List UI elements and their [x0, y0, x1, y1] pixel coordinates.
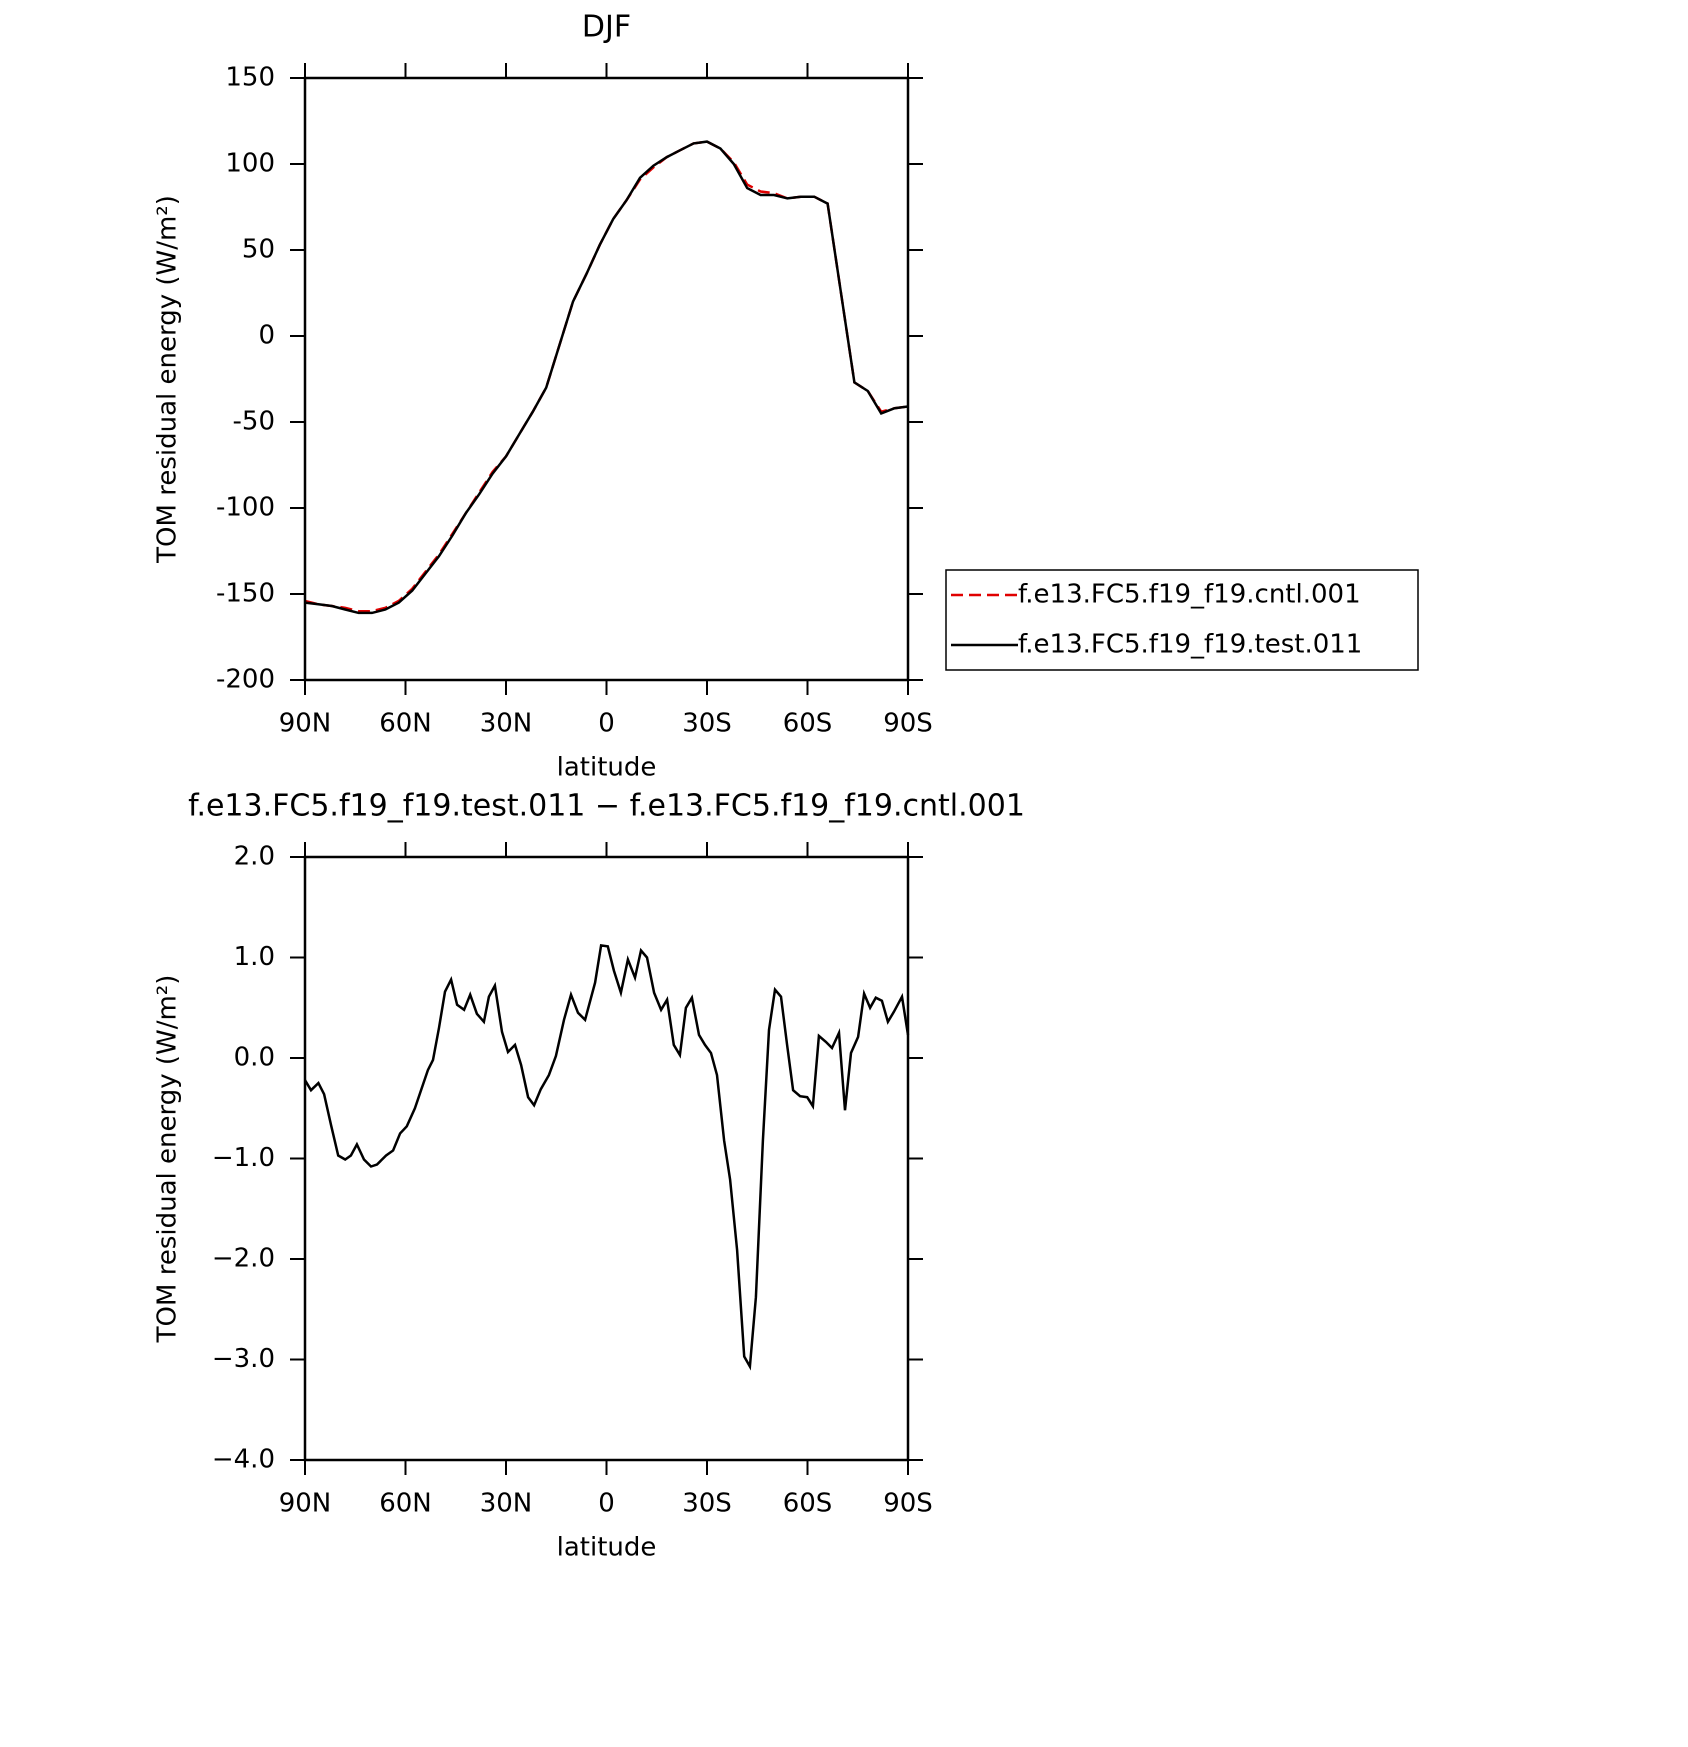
y-tick-label: −4.0 — [212, 1445, 275, 1475]
y-axis-label: TOM residual energy (W/m²) — [153, 975, 183, 1344]
x-tick-label: 90N — [279, 1489, 332, 1519]
y-tick-label: 2.0 — [234, 842, 275, 872]
y-tick-label: −3.0 — [212, 1344, 275, 1374]
x-tick-label: 30N — [480, 709, 533, 739]
plot-frame — [303, 855, 910, 1462]
x-tick-label: 90S — [883, 1489, 933, 1519]
y-tick-label: 100 — [225, 149, 275, 179]
x-axis-label: latitude — [557, 753, 657, 783]
y-tick-label: 0.0 — [234, 1043, 275, 1073]
chart-title: f.e13.FC5.f19_f19.test.011 − f.e13.FC5.f… — [188, 789, 1025, 824]
y-tick-label: 50 — [242, 235, 275, 265]
y-tick-label: -100 — [216, 493, 275, 523]
x-tick-label: 30S — [682, 709, 732, 739]
y-tick-label: 150 — [225, 63, 275, 93]
x-tick-label: 0 — [598, 1489, 615, 1519]
y-tick-label: 1.0 — [234, 942, 275, 972]
plot-frame — [303, 76, 910, 682]
x-tick-label: 90S — [883, 709, 933, 739]
series-line — [304, 140, 909, 615]
y-tick-label: -50 — [233, 407, 275, 437]
x-tick-label: 60S — [783, 709, 833, 739]
x-tick-label: 0 — [598, 709, 615, 739]
y-tick-label: −2.0 — [212, 1244, 275, 1274]
x-tick-label: 60N — [379, 709, 432, 739]
x-tick-label: 30N — [480, 1489, 533, 1519]
y-tick-label: −1.0 — [212, 1143, 275, 1173]
y-tick-label: 0 — [258, 321, 275, 351]
x-tick-label: 90N — [279, 709, 332, 739]
y-tick-label: -150 — [216, 579, 275, 609]
legend-box — [945, 569, 1419, 671]
chart-title: DJF — [582, 10, 631, 45]
y-axis-label: TOM residual energy (W/m²) — [153, 195, 183, 564]
series-line — [303, 943, 910, 1371]
legend-label: f.e13.FC5.f19_f19.cntl.001 — [1018, 580, 1361, 610]
x-tick-label: 60S — [783, 1489, 833, 1519]
x-tick-label: 60N — [379, 1489, 432, 1519]
x-axis-label: latitude — [557, 1533, 657, 1563]
y-tick-label: -200 — [216, 665, 275, 695]
x-tick-label: 30S — [682, 1489, 732, 1519]
series-line — [304, 140, 909, 613]
legend-label: f.e13.FC5.f19_f19.test.011 — [1018, 630, 1362, 660]
